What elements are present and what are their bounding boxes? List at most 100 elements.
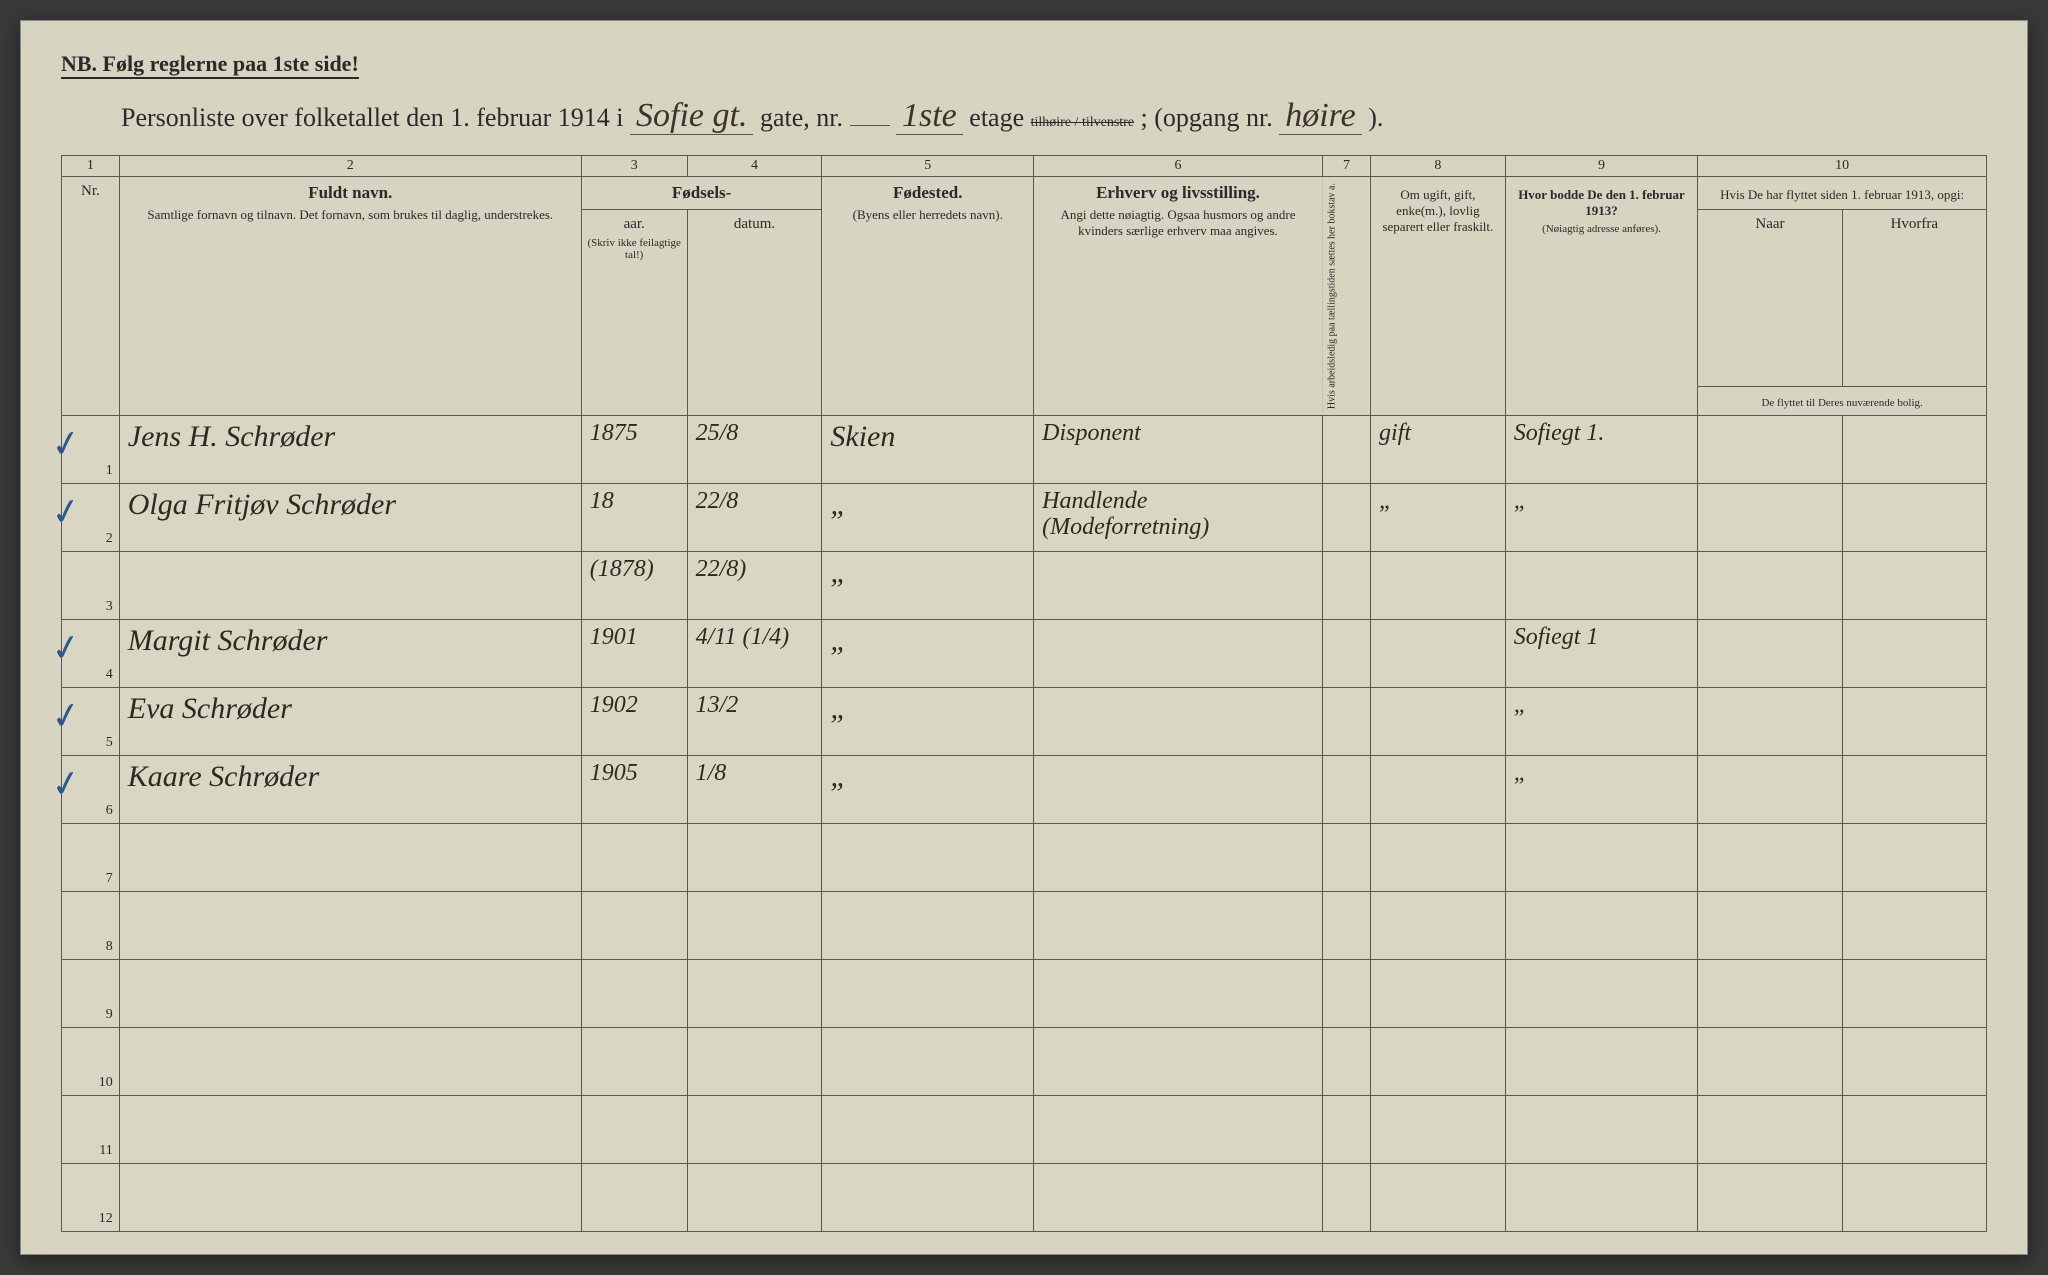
cell-marital [1371, 1096, 1506, 1164]
cell-date: 22/8) [687, 552, 822, 620]
nb-instruction: NB. Følg reglerne paa 1ste side! [61, 51, 359, 79]
cell-name [119, 1164, 581, 1232]
cell-date [687, 1096, 822, 1164]
cell-prev-addr [1505, 1164, 1698, 1232]
cell-occupation [1034, 1028, 1323, 1096]
cell-moved-from [1842, 416, 1986, 484]
cell-name [119, 552, 581, 620]
hdr-nr: Nr. [62, 177, 120, 416]
cell-occupation [1034, 552, 1323, 620]
cell-marital [1371, 552, 1506, 620]
opgang-value: høire [1279, 97, 1362, 135]
colnum: 7 [1322, 156, 1370, 177]
row-number: 7 [62, 824, 120, 892]
hdr-marital: Om ugift, gift, enke(m.), lovlig separer… [1371, 177, 1506, 416]
hdr-name: Fuldt navn. Samtlige fornavn og tilnavn.… [119, 177, 581, 416]
hdr-moved-foot-text: De flyttet til Deres nuværende bolig. [1702, 397, 1982, 409]
cell-date: 13/2 [687, 688, 822, 756]
cell-unemployed [1322, 1164, 1370, 1232]
cell-moved-when [1698, 824, 1842, 892]
cell-moved-when [1698, 1164, 1842, 1232]
row-number: 8 [62, 892, 120, 960]
table-row: 6Kaare Schrøder19051/8„„ [62, 756, 1987, 824]
cell-occupation [1034, 1096, 1323, 1164]
cell-moved-from [1842, 1164, 1986, 1232]
cell-date [687, 1028, 822, 1096]
cell-birthplace [822, 1096, 1034, 1164]
opgang-close: ). [1368, 103, 1383, 132]
cell-name: Kaare Schrøder [119, 756, 581, 824]
hdr-occ-main: Erhverv og livsstilling. [1096, 183, 1260, 202]
cell-name: Jens H. Schrøder [119, 416, 581, 484]
hdr-moved-foot: De flyttet til Deres nuværende bolig. [1698, 387, 1987, 416]
cell-moved-when [1698, 416, 1842, 484]
hdr-birth-yr: aar. (Skriv ikke feilagtige tal!) [581, 210, 687, 416]
cell-unemployed [1322, 1096, 1370, 1164]
hdr-name-sub: Samtlige fornavn og tilnavn. Det fornavn… [124, 207, 577, 223]
colnum: 1 [62, 156, 120, 177]
table-row: 8 [62, 892, 1987, 960]
cell-occupation [1034, 756, 1323, 824]
cell-prev-addr: „ [1505, 484, 1698, 552]
colnum: 10 [1698, 156, 1987, 177]
cell-prev-addr [1505, 960, 1698, 1028]
cell-birthplace [822, 960, 1034, 1028]
cell-date [687, 1164, 822, 1232]
cell-moved-from [1842, 620, 1986, 688]
colnum: 5 [822, 156, 1034, 177]
cell-marital [1371, 824, 1506, 892]
cell-unemployed [1322, 484, 1370, 552]
cell-birthplace [822, 892, 1034, 960]
hdr-moved-from: Hvorfra [1842, 210, 1986, 387]
cell-unemployed [1322, 688, 1370, 756]
cell-year [581, 824, 687, 892]
cell-occupation [1034, 1164, 1323, 1232]
hdr-marital-text: Om ugift, gift, enke(m.), lovlig separer… [1375, 187, 1501, 235]
cell-year [581, 892, 687, 960]
hdr-birth-note: (Skriv ikke feilagtige tal!) [586, 237, 683, 261]
cell-date: 25/8 [687, 416, 822, 484]
cell-year [581, 1028, 687, 1096]
gate-label: gate, nr. [760, 103, 843, 132]
cell-year: 18 [581, 484, 687, 552]
opgang-label: ; (opgang nr. [1141, 103, 1273, 132]
table-header: 1 2 3 4 5 6 7 8 9 10 Nr. Fuldt navn. Sam… [62, 156, 1987, 416]
colnum: 2 [119, 156, 581, 177]
hdr-yr: aar. [624, 216, 645, 232]
title-prefix: Personliste over folketallet den 1. febr… [121, 103, 624, 132]
hdr-birth-main: Fødsels- [672, 183, 732, 202]
colnum: 6 [1034, 156, 1323, 177]
hdr-birthplace-main: Fødested. [893, 183, 962, 202]
cell-marital [1371, 1164, 1506, 1232]
cell-date [687, 824, 822, 892]
row-number: 12 [62, 1164, 120, 1232]
cell-occupation [1034, 960, 1323, 1028]
cell-birthplace: „ [822, 484, 1034, 552]
cell-occupation: Handlende (Modeforretning) [1034, 484, 1323, 552]
cell-name: Olga Fritjøv Schrøder [119, 484, 581, 552]
cell-date [687, 960, 822, 1028]
cell-date: 4/11 (1/4) [687, 620, 822, 688]
table-row: 2Olga Fritjøv Schrøder1822/8„Handlende (… [62, 484, 1987, 552]
cell-name: Margit Schrøder [119, 620, 581, 688]
table-row: 12 [62, 1164, 1987, 1232]
hdr-name-main: Fuldt navn. [308, 183, 392, 202]
table-row: 10 [62, 1028, 1987, 1096]
hdr-birth-date: datum. [687, 210, 822, 416]
cell-name [119, 892, 581, 960]
etage-value: 1ste [896, 97, 963, 135]
hdr-unemployed: Hvis arbeidsledig paa tællingstiden sætt… [1322, 177, 1370, 416]
table-row: 3(1878)22/8)„ [62, 552, 1987, 620]
cell-prev-addr: „ [1505, 688, 1698, 756]
hdr-birthplace: Fødested. (Byens eller herredets navn). [822, 177, 1034, 416]
cell-name [119, 1096, 581, 1164]
cell-moved-from [1842, 552, 1986, 620]
cell-unemployed [1322, 960, 1370, 1028]
cell-moved-from [1842, 824, 1986, 892]
cell-moved-from [1842, 484, 1986, 552]
cell-date: 1/8 [687, 756, 822, 824]
hdr-moved-main: Hvis De har flyttet siden 1. februar 191… [1702, 187, 1982, 203]
census-table: 1 2 3 4 5 6 7 8 9 10 Nr. Fuldt navn. Sam… [61, 155, 1987, 1232]
cell-moved-from [1842, 1096, 1986, 1164]
hdr-birthplace-sub: (Byens eller herredets navn). [826, 207, 1029, 223]
